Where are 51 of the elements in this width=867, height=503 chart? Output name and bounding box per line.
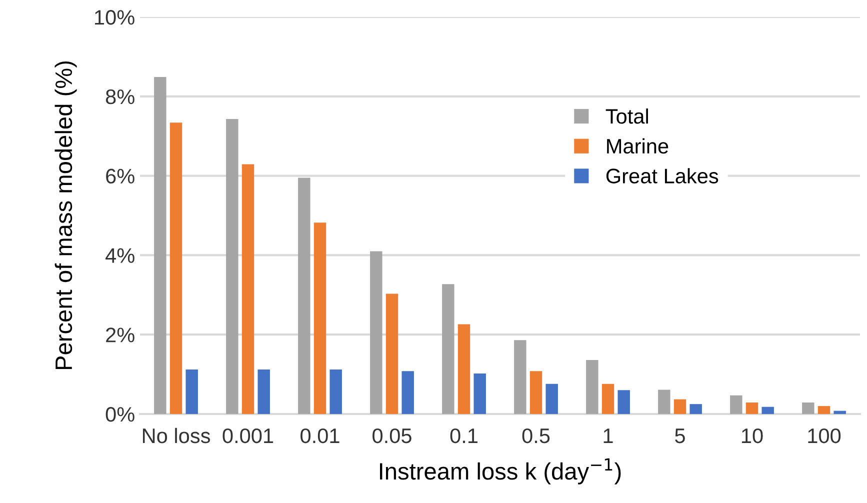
y-tick-label: 6% [106,168,134,184]
bar [834,410,846,414]
bar [762,406,774,414]
bar [186,370,198,414]
bar [314,222,326,414]
bar [330,370,342,414]
legend-label: Total [606,108,648,124]
bar [458,324,470,414]
bar [674,399,686,414]
bar [154,76,166,414]
x-tick-label: 10 [742,428,763,444]
bar [586,360,598,414]
bar [802,402,814,414]
bar [602,384,614,414]
bar [530,371,542,414]
bar [658,390,670,414]
bar [370,251,382,414]
y-tick-label: 2% [106,328,134,342]
y-tick-label: 4% [106,248,134,263]
legend-label: Great Lakes [606,168,718,184]
bar [170,122,182,414]
x-tick-label: 0.5 [522,428,550,444]
bar [746,402,758,414]
bar [298,178,310,414]
bar [386,294,398,414]
x-tick-label: 0.1 [450,428,478,444]
bar [474,374,486,414]
bar [618,390,630,414]
y-tick-label: 8% [106,89,134,104]
bar [226,119,238,414]
bar [242,164,254,414]
bar [546,384,558,414]
y-tick-label: 10% [95,10,134,25]
bar [818,406,830,414]
x-tick-label: 0.01 [300,428,340,444]
bar [442,284,454,414]
x-tick-label: 1 [604,428,613,443]
bar [514,340,526,414]
y-axis-title: Percent of mass modeled (%) [54,61,77,370]
bar [258,370,270,414]
x-tick-label: 5 [675,428,685,444]
x-tick-label: 100 [808,428,841,444]
bar [402,371,414,414]
y-tick-label: 0% [106,407,134,422]
x-tick-label: No loss [142,428,210,444]
x-axis-title: Instream loss k (day$^{−1}$) [380,458,621,484]
x-tick-label: 0.05 [372,428,412,444]
legend-label: Marine [607,138,668,154]
x-tick-label: 0.001 [222,428,274,444]
bar [690,404,702,414]
bar [730,395,742,414]
